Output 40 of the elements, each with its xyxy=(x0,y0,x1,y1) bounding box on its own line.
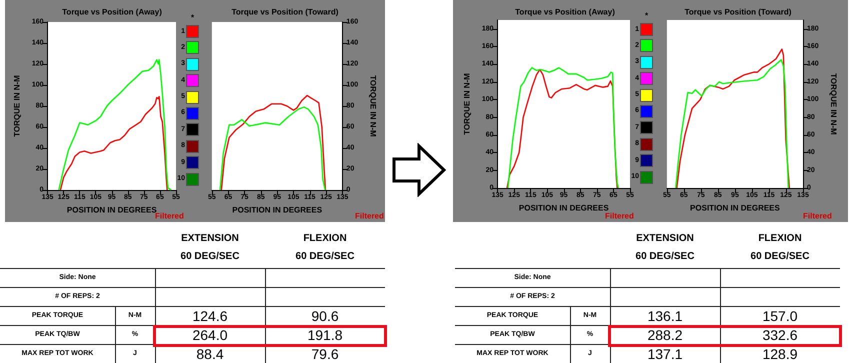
text: 60 DEG/SEC xyxy=(634,250,696,264)
text: 136.1 xyxy=(646,306,684,325)
text: 88.4 xyxy=(195,344,225,363)
text: 124.6 xyxy=(191,306,229,325)
x-axis-title: POSITION IN DEGREES xyxy=(66,205,158,214)
x-axis-title: POSITION IN DEGREES xyxy=(690,203,781,212)
text: EXTENSION xyxy=(635,232,695,246)
text: 137.1 xyxy=(646,344,684,363)
text: 90.6 xyxy=(310,306,340,325)
chart-title: Torque vs Position (Toward) xyxy=(684,8,792,16)
text: Filtered xyxy=(355,212,384,220)
x-axis-title: POSITION IN DEGREES xyxy=(232,205,323,214)
text: 60 DEG/SEC xyxy=(750,250,810,264)
text: 157.0 xyxy=(761,306,799,325)
text: 60 DEG/SEC xyxy=(294,250,356,264)
y-axis-title: TORQUE IN N-M xyxy=(12,74,22,137)
text: 191.8 xyxy=(306,326,344,344)
legend-title: * xyxy=(190,12,196,24)
text: 288.2 xyxy=(646,326,684,344)
text: 79.6 xyxy=(310,344,340,363)
y2-axis-title: TORQUE IN N-M xyxy=(368,75,378,138)
line-series xyxy=(58,59,172,191)
text: FLEXION xyxy=(302,232,348,246)
text: FLEXION xyxy=(757,232,803,246)
text: EXTENSION xyxy=(180,232,240,246)
x-axis-title: POSITION IN DEGREES xyxy=(518,203,610,212)
text: Filtered xyxy=(605,212,634,220)
text: Filtered xyxy=(803,212,832,220)
chart-title: Torque vs Position (Away) xyxy=(515,8,616,16)
y-axis-title: TORQUE IN N-M xyxy=(462,72,472,135)
y2-axis-title: TORQUE IN N-M xyxy=(829,73,838,136)
text: 264.0 xyxy=(191,326,229,344)
legend-title: * xyxy=(644,10,650,22)
text: 128.9 xyxy=(761,344,799,363)
text: Filtered xyxy=(155,212,184,220)
chart-title: Torque vs Position (Away) xyxy=(62,8,162,16)
text: 60 DEG/SEC xyxy=(180,250,240,264)
text: 332.6 xyxy=(761,326,799,344)
chart-title: Torque vs Position (Toward) xyxy=(232,8,339,16)
line-series xyxy=(60,96,168,191)
